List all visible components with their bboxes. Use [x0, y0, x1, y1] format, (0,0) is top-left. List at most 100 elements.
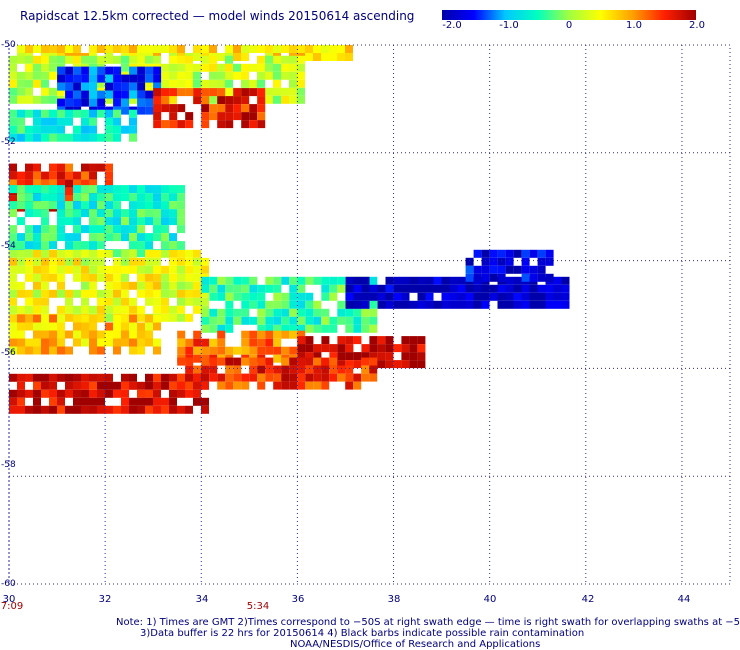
wind-cell — [273, 324, 282, 333]
wind-cell — [121, 338, 129, 347]
wind-cell — [17, 265, 25, 274]
wind-cell — [145, 314, 153, 323]
wind-cell — [169, 88, 178, 97]
wind-cell — [353, 308, 362, 317]
wind-cell — [145, 209, 153, 218]
wind-cell — [113, 314, 121, 323]
wind-cell — [49, 373, 57, 382]
wind-cell — [121, 389, 129, 398]
wind-cell — [281, 324, 290, 333]
wind-cell — [209, 95, 217, 104]
wind-cell — [289, 79, 297, 88]
wind-cell — [17, 241, 25, 250]
wind-cell — [337, 284, 346, 293]
wind-cell — [265, 316, 274, 325]
wind-cell — [161, 193, 169, 202]
wind-cell — [313, 352, 322, 361]
colorbar-gradient — [442, 10, 696, 20]
wind-cell — [121, 185, 129, 194]
wind-cell — [41, 225, 49, 234]
wind-cell — [81, 314, 89, 323]
wind-cell — [345, 352, 354, 361]
wind-cell — [89, 125, 97, 134]
wind-cell — [17, 289, 25, 298]
wind-cell — [105, 217, 113, 226]
wind-cell — [17, 185, 25, 194]
wind-cell — [73, 98, 82, 107]
wind-cell — [137, 257, 145, 266]
wind-cell — [257, 330, 266, 339]
wind-cell — [89, 55, 97, 64]
wind-cell — [89, 74, 98, 83]
wind-cell — [345, 336, 354, 345]
wind-cell — [329, 284, 338, 293]
wind-cell — [113, 133, 121, 142]
wind-cell — [385, 352, 394, 361]
wind-cell — [25, 338, 33, 347]
wind-cell — [177, 346, 186, 355]
wind-cell — [113, 193, 121, 202]
wind-cell — [257, 357, 266, 366]
wind-cell — [321, 292, 330, 301]
wind-cell — [537, 284, 546, 293]
wind-cell — [369, 352, 378, 361]
wind-cell — [497, 300, 506, 309]
wind-cell — [25, 322, 33, 331]
wind-cell — [305, 381, 314, 390]
wind-cell — [153, 305, 161, 314]
wind-cell — [65, 55, 73, 64]
wind-cell — [25, 171, 33, 180]
wind-cell — [89, 217, 97, 226]
wind-cell — [137, 289, 145, 298]
wind-cell — [129, 314, 137, 323]
wind-cell — [209, 276, 218, 285]
wind-cell — [201, 365, 210, 374]
wind-cell — [401, 360, 410, 369]
wind-cell — [209, 79, 217, 88]
wind-cell — [17, 171, 25, 180]
wind-cell — [433, 300, 442, 309]
wind-cell — [209, 63, 217, 72]
wind-cell — [9, 305, 17, 314]
wind-cell — [441, 276, 450, 285]
wind-cell — [105, 109, 113, 118]
wind-cell — [217, 330, 226, 339]
wind-cell — [25, 179, 33, 188]
wind-cell — [377, 336, 386, 345]
wind-cell — [369, 324, 378, 333]
wind-cell — [145, 90, 154, 99]
wind-cell — [169, 405, 177, 414]
wind-cell — [297, 336, 306, 345]
wind-cell — [337, 336, 346, 345]
wind-cell — [49, 55, 57, 64]
wind-cell — [537, 249, 546, 258]
wind-cell — [33, 330, 41, 339]
wind-cell — [217, 324, 226, 333]
wind-cell — [489, 257, 498, 266]
wind-cell — [73, 109, 81, 118]
wind-cell — [49, 273, 57, 282]
wind-cell — [57, 193, 65, 202]
wind-cell — [273, 95, 281, 104]
wind-cell — [137, 225, 145, 234]
wind-cell — [201, 257, 209, 266]
wind-cell — [121, 322, 129, 331]
wind-cell — [89, 66, 98, 75]
wind-cell — [129, 217, 137, 226]
wind-cell — [441, 284, 450, 293]
wind-cell — [217, 88, 226, 97]
wind-cell — [105, 171, 113, 180]
wind-cell — [465, 292, 474, 301]
wind-cell — [209, 324, 218, 333]
wind-cell — [425, 300, 434, 309]
wind-cell — [17, 95, 25, 104]
wind-cell — [177, 373, 185, 382]
wind-cell — [201, 397, 209, 406]
wind-cell — [161, 88, 170, 97]
wind-cell — [201, 316, 210, 325]
wind-cell — [153, 281, 161, 290]
wind-cell — [193, 53, 201, 61]
wind-cell — [265, 365, 274, 374]
wind-cell — [9, 125, 17, 134]
wind-cell — [289, 292, 298, 301]
